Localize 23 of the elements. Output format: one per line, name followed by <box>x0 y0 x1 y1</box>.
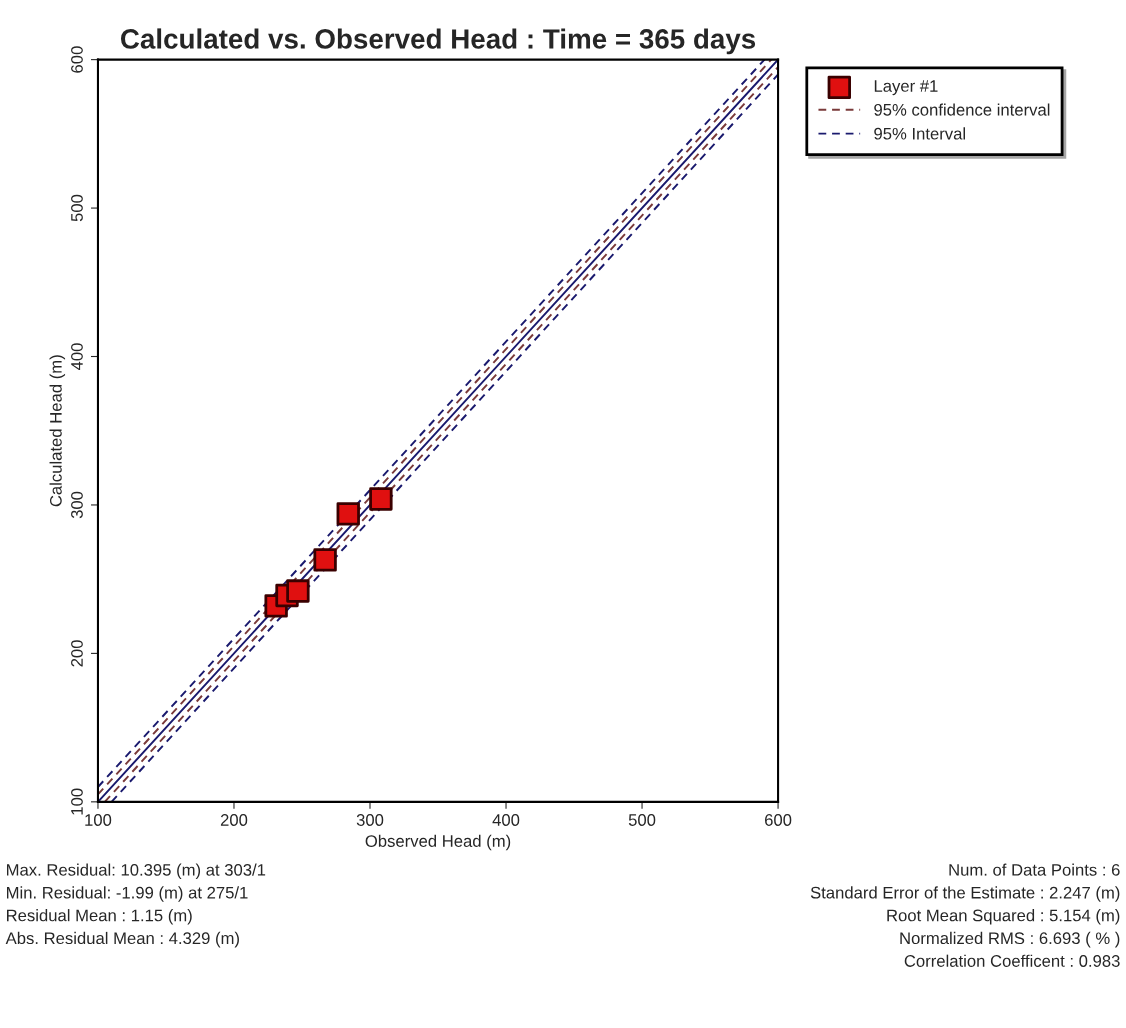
x-tick-label: 600 <box>765 814 792 826</box>
y-tick-label: 500 <box>71 194 83 222</box>
chart-title: Calculated vs. Observed Head : Time = 365 days <box>120 28 756 55</box>
x-tick-label: 400 <box>492 814 520 826</box>
point <box>313 548 337 572</box>
x-tick-label: 300 <box>356 814 384 826</box>
point <box>286 579 310 603</box>
x-axis-title: Observed Head (m) <box>365 834 511 851</box>
point <box>369 487 393 511</box>
legend-label: 95% Interval <box>874 127 965 140</box>
x-tick-label: 500 <box>628 814 656 826</box>
y-tick-label: 400 <box>71 343 83 371</box>
point <box>336 502 360 526</box>
text: Num. of Data Points : 6 Standard Error of the Estimate : 2.247 (m) Root Mean Squared : 5.154 (m) Normalized RMS : 6.693 ( % ) Correlation Coefficent : 0.983 <box>810 863 1120 967</box>
y-tick-label: 600 <box>71 46 83 73</box>
x-tick-label: 200 <box>220 814 248 826</box>
y-axis-title: Calculated Head (m) <box>49 355 66 507</box>
y-tick-label: 300 <box>71 491 83 519</box>
text: Max. Residual: 10.395 (m) at 303/1 Min. Residual: -1.99 (m) at 275/1 Residual Mean : 1.15 (m) Abs. Residual Mean : 4.329 (m) <box>5 863 266 948</box>
y-tick-label: 200 <box>71 640 83 667</box>
x-tick-label: 100 <box>85 814 112 826</box>
legend-label: Layer #1 <box>874 80 938 96</box>
legend-label: 95% confidence interval <box>874 103 1050 116</box>
